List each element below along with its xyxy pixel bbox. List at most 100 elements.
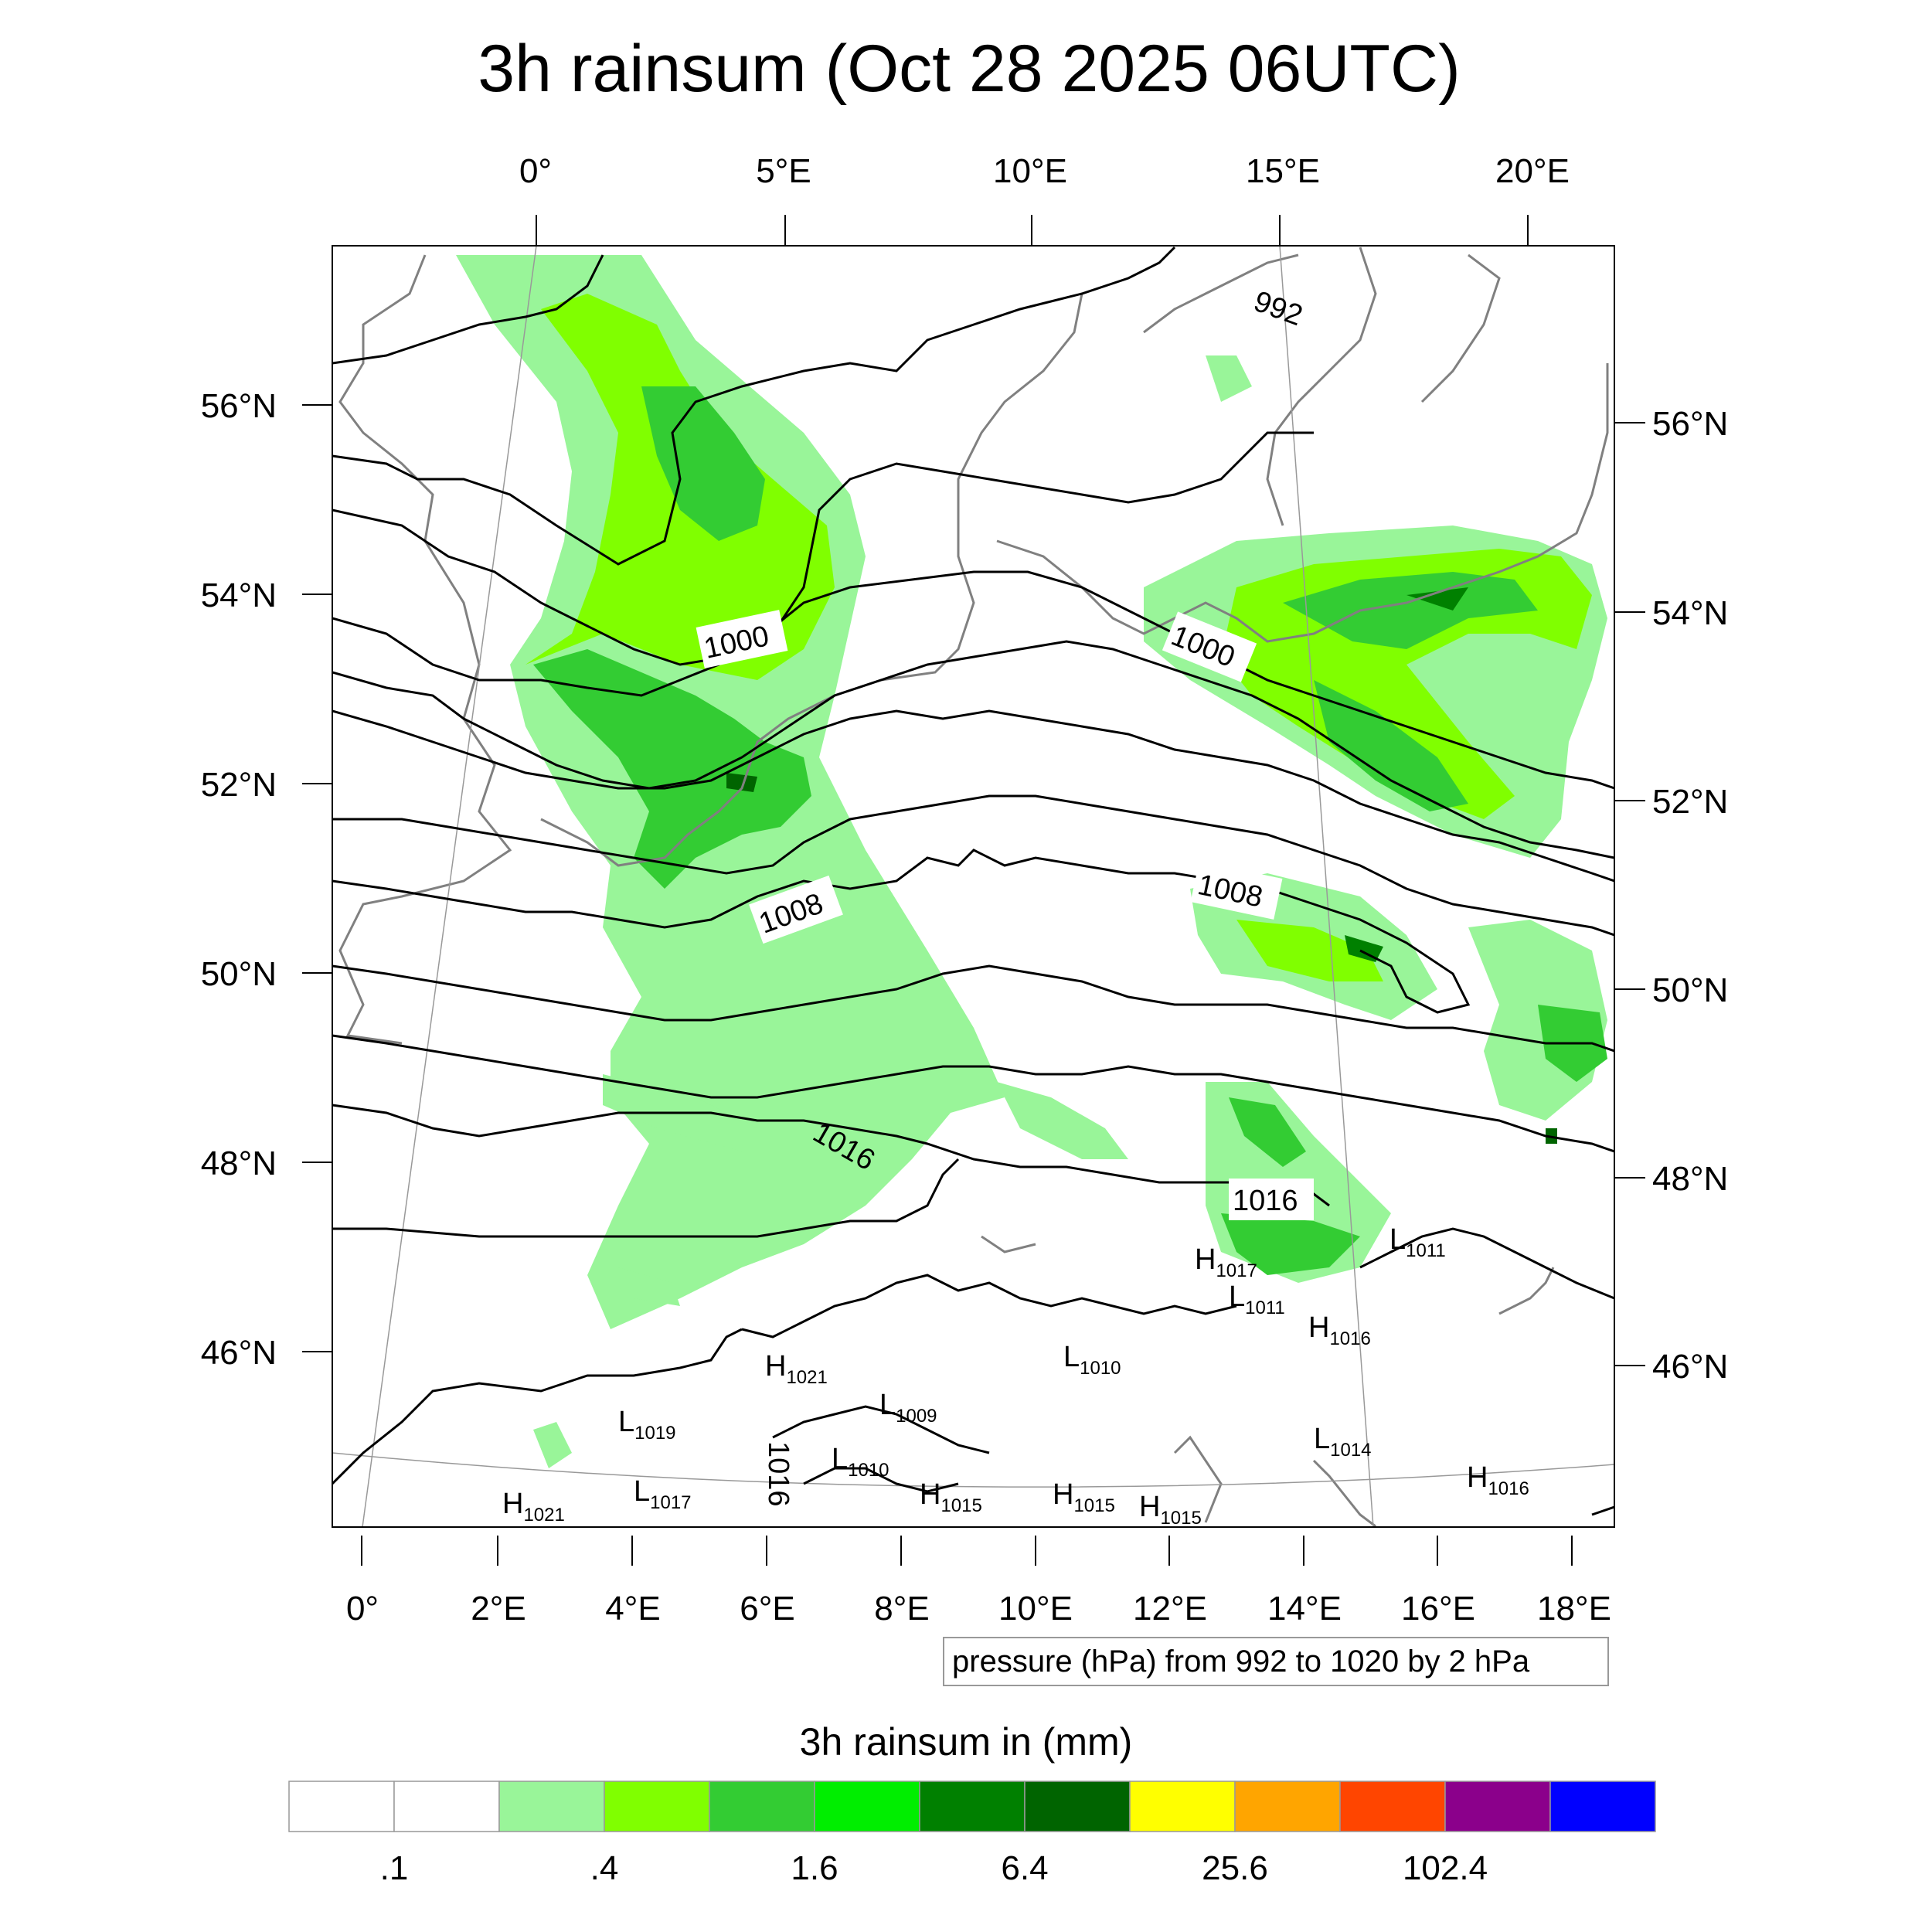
pressure-centers: L1011 H1017 L1011 H1016 H1021 L1010 L100…	[502, 1223, 1529, 1529]
pressure-center: H1017	[1195, 1243, 1257, 1281]
bottom-longitude-labels: 0° 2°E 4°E 6°E 8°E 10°E 12°E 14°E 16°E 1…	[346, 1590, 1611, 1628]
left-lat-label: 50°N	[201, 955, 277, 993]
left-lat-label: 56°N	[201, 387, 277, 425]
center-value: 1014	[1330, 1440, 1371, 1461]
colorbar-label: 102.4	[1403, 1849, 1488, 1887]
coastline	[338, 254, 512, 1045]
center-value: 1011	[1406, 1240, 1446, 1261]
pressure-center: L1019	[618, 1406, 676, 1444]
rain-area	[1406, 587, 1468, 611]
right-lat-label: 48°N	[1652, 1160, 1728, 1198]
right-latitude-labels: 56°N 54°N 52°N 50°N 48°N 46°N	[1652, 405, 1728, 1386]
colorbar-label: 1.6	[791, 1849, 838, 1887]
rain-area	[726, 773, 757, 792]
colorbar-swatch	[1549, 1781, 1656, 1832]
right-lat-label: 50°N	[1652, 971, 1728, 1009]
bottom-lon-label: 18°E	[1537, 1590, 1611, 1628]
pressure-center: L1014	[1314, 1423, 1372, 1461]
colorbar-label: .4	[590, 1849, 619, 1887]
rain-area	[1236, 920, 1383, 981]
map-plot-area: 992 1000 1000 1008 1008 1016 1016 1016 L…	[332, 246, 1614, 1529]
center-type: L	[618, 1406, 634, 1438]
colorbar-swatch	[393, 1781, 500, 1832]
colorbar-label: .1	[380, 1849, 409, 1887]
colorbar: .1 .4 1.6 6.4 25.6 102.4	[288, 1781, 1656, 1887]
isobar-label: 992	[1250, 285, 1307, 332]
right-ticks	[1615, 422, 1645, 1366]
center-value: 1021	[523, 1505, 564, 1526]
isobar-line	[332, 709, 1614, 883]
pressure-center: H1015	[1053, 1478, 1115, 1516]
isobar-line	[332, 640, 1614, 859]
coastline	[1143, 253, 1299, 334]
map-frame	[332, 245, 1615, 1528]
isobar-line	[332, 849, 1471, 1014]
colorbar-swatch	[1024, 1781, 1131, 1832]
center-type: L	[634, 1475, 650, 1508]
pressure-center: L1011	[1389, 1223, 1446, 1261]
isobar-line	[332, 1328, 743, 1485]
center-value: 1017	[650, 1492, 691, 1513]
center-value: 1015	[940, 1495, 981, 1516]
center-type: H	[1139, 1491, 1160, 1523]
center-type: H	[502, 1488, 523, 1520]
top-lon-label: 15°E	[1246, 152, 1320, 190]
center-type: L	[1314, 1423, 1330, 1455]
isobar-line	[332, 254, 604, 365]
pressure-center: L1010	[1063, 1341, 1121, 1379]
pressure-center: H1015	[920, 1478, 982, 1516]
rain-area	[533, 649, 811, 889]
pressure-center: H1021	[502, 1488, 565, 1526]
center-value: 1016	[1488, 1478, 1529, 1499]
coastline	[1498, 1267, 1555, 1315]
colorbar-swatch	[1339, 1781, 1446, 1832]
rain-area	[641, 386, 765, 541]
center-value: 1015	[1160, 1508, 1201, 1529]
pressure-center: L1009	[879, 1389, 937, 1427]
center-type: H	[765, 1350, 786, 1383]
isobar-line	[332, 964, 1614, 1053]
center-type: L	[1063, 1341, 1080, 1373]
left-lat-label: 46°N	[201, 1334, 277, 1372]
center-type: H	[1195, 1243, 1216, 1276]
center-type: H	[1308, 1311, 1329, 1344]
coastlines	[338, 247, 1609, 1527]
isobar-labels: 992 1000 1000 1008 1008 1016 1016 1016	[696, 285, 1314, 1507]
bottom-lon-label: 4°E	[605, 1590, 660, 1628]
center-type: L	[832, 1443, 848, 1475]
coastline	[981, 1235, 1036, 1253]
pressure-center: H1015	[1139, 1491, 1202, 1529]
pressure-center: L1017	[634, 1475, 692, 1513]
colorbar-swatch	[1444, 1781, 1551, 1832]
colorbar-swatch	[919, 1781, 1026, 1832]
top-lon-label: 10°E	[993, 152, 1067, 190]
colorbar-swatch	[814, 1781, 920, 1832]
coastline	[1266, 247, 1377, 526]
right-lat-label: 56°N	[1652, 405, 1728, 443]
left-latitude-labels: 56°N 54°N 52°N 50°N 48°N 46°N	[201, 387, 277, 1372]
right-lat-label: 54°N	[1652, 594, 1728, 632]
isobar-line	[332, 1158, 960, 1238]
isobar-label: 1016	[1233, 1185, 1298, 1217]
isobar-line	[332, 431, 1314, 666]
bottom-lon-label: 16°E	[1401, 1590, 1475, 1628]
center-value: 1021	[786, 1367, 827, 1388]
center-value: 1019	[634, 1423, 675, 1444]
rain-area	[1206, 355, 1252, 402]
bottom-lon-label: 12°E	[1133, 1590, 1207, 1628]
rain-area	[1283, 572, 1538, 649]
isobars	[332, 246, 1614, 1516]
center-value: 1010	[1080, 1358, 1121, 1379]
center-type: L	[1389, 1223, 1406, 1256]
center-value: 1010	[848, 1460, 889, 1481]
bottom-ticks	[361, 1536, 1573, 1566]
left-lat-label: 48°N	[201, 1145, 277, 1182]
pressure-center: L1010	[832, 1443, 889, 1481]
left-lat-label: 52°N	[201, 766, 277, 804]
center-value: 1009	[896, 1406, 937, 1427]
bottom-lon-label: 2°E	[471, 1590, 526, 1628]
pressure-center: H1021	[765, 1350, 828, 1388]
graticule	[332, 246, 1614, 1527]
pressure-center: H1016	[1467, 1461, 1529, 1499]
